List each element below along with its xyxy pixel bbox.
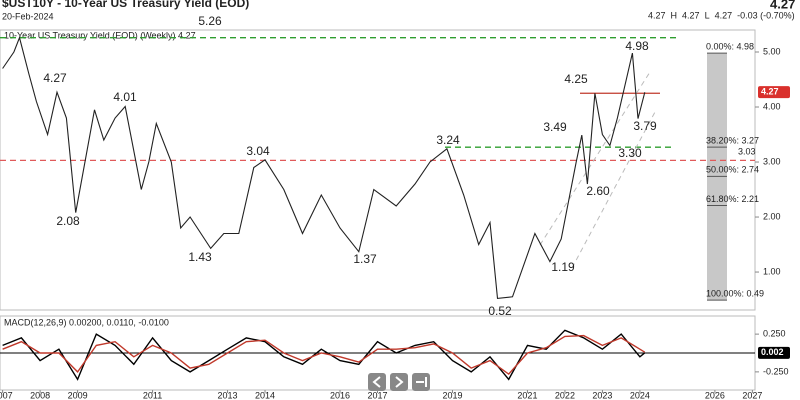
x-tick-label: 2027 bbox=[742, 390, 762, 400]
macd-line bbox=[2, 334, 646, 376]
x-tick-label: 2021 bbox=[517, 390, 537, 400]
prev-button[interactable] bbox=[368, 373, 386, 391]
chart-title: $UST10Y - 10-Year US Treasury Yield (EOD… bbox=[2, 0, 249, 10]
fib-label: 50.00%: 2.74 bbox=[706, 165, 759, 175]
annotation: 1.19 bbox=[551, 260, 575, 274]
x-tick-label: 2026 bbox=[705, 390, 725, 400]
annotation: 3.49 bbox=[543, 120, 567, 134]
x-tick-label: 2017 bbox=[367, 390, 387, 400]
fib-label: 38.20%: 3.27 bbox=[706, 136, 759, 146]
x-tick-label: 2007 bbox=[0, 390, 13, 400]
annotation: 5.26 bbox=[198, 14, 222, 28]
trend-line bbox=[571, 111, 656, 269]
annotation: 4.98 bbox=[625, 39, 649, 53]
x-tick-label: 2013 bbox=[218, 390, 238, 400]
macd-title: MACD(12,26,9) 0.00200, 0.0110, -0.0100 bbox=[4, 317, 169, 327]
annotation: 0.52 bbox=[488, 304, 512, 318]
fib-label: 0.00%: 4.98 bbox=[706, 41, 754, 51]
trend-line bbox=[539, 71, 651, 246]
y-tick-label: 4.00 bbox=[763, 101, 781, 111]
x-tick-label: 2016 bbox=[330, 390, 350, 400]
y-tick-label: 1.00 bbox=[763, 266, 781, 276]
annotation: 3.04 bbox=[246, 144, 270, 158]
price-line bbox=[2, 35, 646, 300]
annotation: 1.43 bbox=[188, 250, 212, 264]
annotation: 3.24 bbox=[436, 133, 460, 147]
y-tick-label: 3.00 bbox=[763, 156, 781, 166]
annotation: 4.25 bbox=[564, 72, 588, 86]
quote-item: 4.27 bbox=[682, 10, 700, 20]
x-tick-label: 2011 bbox=[143, 390, 162, 400]
last-value-box bbox=[758, 86, 790, 99]
last-value-label: 0.002 bbox=[761, 347, 784, 357]
reference-label: 3.03 bbox=[738, 147, 756, 157]
x-tick-label: 2019 bbox=[442, 390, 462, 400]
quote-item: -0.03 (-0.70%) bbox=[737, 10, 795, 20]
annotation: 3.79 bbox=[633, 119, 657, 133]
nav-buttons bbox=[368, 373, 430, 391]
price-panel bbox=[0, 29, 756, 311]
fib-label: 100.00%: 0.49 bbox=[706, 288, 764, 298]
last-value-label: 4.27 bbox=[761, 87, 779, 97]
price-legend: 10-Year US Treasury Yield (EOD) (Weekly)… bbox=[4, 30, 196, 40]
y-tick-label: 5.00 bbox=[763, 46, 781, 56]
x-tick-label: 2022 bbox=[555, 390, 575, 400]
date: 20-Feb-2024 bbox=[2, 11, 54, 21]
last-price: 4.27 bbox=[770, 0, 795, 11]
y-tick-label: -0.250 bbox=[763, 366, 789, 376]
x-tick-label: 2023 bbox=[592, 390, 612, 400]
fib-label: 61.80%: 2.21 bbox=[706, 194, 759, 204]
x-tick-label: 2008 bbox=[30, 390, 50, 400]
annotation: 4.27 bbox=[43, 71, 67, 85]
annotation: 2.08 bbox=[56, 214, 80, 228]
annotation: 2.60 bbox=[586, 184, 610, 198]
prev-icon bbox=[372, 376, 381, 388]
y-tick-label: 2.00 bbox=[763, 211, 781, 221]
x-tick-label: 2014 bbox=[255, 390, 275, 400]
annotation: 4.01 bbox=[113, 90, 137, 104]
annotation: 1.37 bbox=[353, 252, 377, 266]
last-value-box bbox=[758, 346, 790, 359]
x-tick-label: 2024 bbox=[630, 390, 650, 400]
quote-item: L bbox=[705, 10, 710, 20]
quote-item: 4.27 bbox=[715, 10, 733, 20]
y-tick-label: 0.250 bbox=[763, 328, 786, 338]
quote-item: 4.27 bbox=[648, 10, 666, 20]
next-icon bbox=[395, 376, 404, 388]
annotation: 3.30 bbox=[618, 146, 642, 160]
next-button[interactable] bbox=[390, 373, 408, 391]
quote-item: H bbox=[671, 10, 678, 20]
x-tick-label: 2009 bbox=[68, 390, 88, 400]
